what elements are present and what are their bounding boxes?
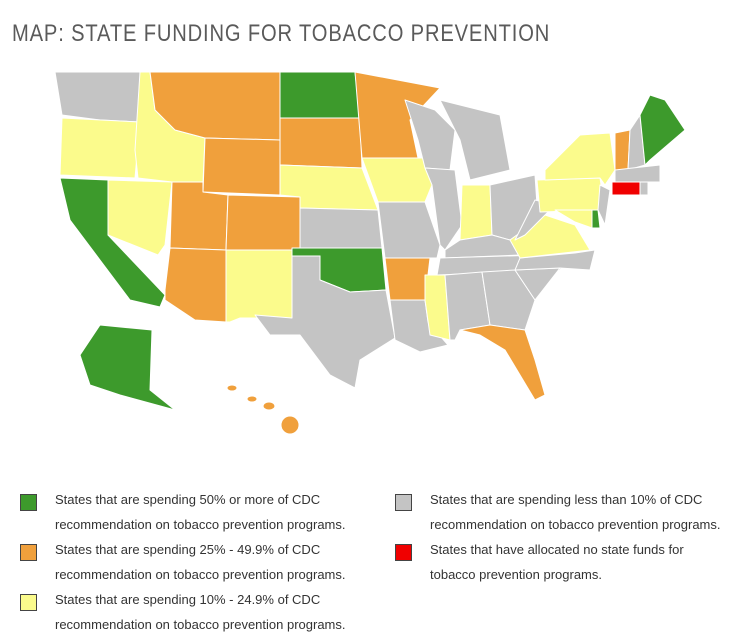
state-shape bbox=[54, 71, 141, 123]
state-shape bbox=[591, 209, 601, 229]
state-shape bbox=[614, 129, 631, 171]
legend-label: States that are spending 10% - 24.9% of … bbox=[55, 592, 346, 632]
state-shape bbox=[226, 384, 238, 392]
legend-label: States that are spending less than 10% o… bbox=[430, 492, 721, 532]
state-shape bbox=[225, 194, 301, 251]
state-shape bbox=[536, 177, 606, 213]
state-shape bbox=[279, 117, 363, 169]
state-shape bbox=[384, 257, 431, 301]
legend: States that are spending 50% or more of … bbox=[20, 490, 721, 633]
legend-item: States that have allocated no state fund… bbox=[395, 540, 725, 590]
state-shape bbox=[439, 99, 511, 181]
state-shape bbox=[225, 249, 293, 323]
legend-label: States that are spending 50% or more of … bbox=[55, 492, 346, 532]
state-shape bbox=[107, 179, 173, 256]
legend-swatch bbox=[395, 494, 412, 511]
state-shape bbox=[459, 184, 493, 241]
legend-swatch bbox=[395, 544, 412, 561]
legend-swatch bbox=[20, 544, 37, 561]
state-shape bbox=[639, 181, 649, 196]
state-shape bbox=[254, 255, 396, 389]
us-map bbox=[54, 71, 686, 435]
state-shape bbox=[59, 117, 141, 179]
state-shape bbox=[424, 274, 451, 341]
state-shape bbox=[280, 415, 300, 435]
legend-item: States that are spending 50% or more of … bbox=[20, 490, 395, 540]
state-shape bbox=[514, 249, 596, 271]
legend-swatch bbox=[20, 594, 37, 611]
legend-item: States that are spending 10% - 24.9% of … bbox=[20, 590, 395, 633]
state-shape bbox=[459, 324, 546, 401]
state-shape bbox=[639, 94, 686, 166]
state-shape bbox=[246, 395, 258, 403]
legend-item: States that are spending 25% - 49.9% of … bbox=[20, 540, 395, 590]
state-shape bbox=[611, 181, 641, 196]
state-shape bbox=[299, 207, 383, 249]
state-shape bbox=[597, 184, 611, 226]
state-shape bbox=[544, 132, 616, 186]
state-shape bbox=[262, 401, 276, 411]
state-shape bbox=[279, 71, 361, 119]
state-shape bbox=[361, 157, 433, 203]
state-shape bbox=[614, 164, 661, 183]
legend-label: States that have allocated no state fund… bbox=[430, 542, 684, 582]
map-title: MAP: STATE FUNDING FOR TOBACCO PREVENTIO… bbox=[12, 20, 551, 47]
state-shape bbox=[79, 324, 176, 411]
state-shape bbox=[377, 201, 441, 259]
state-shape bbox=[164, 247, 227, 323]
state-shape bbox=[202, 137, 281, 196]
legend-item: States that are spending less than 10% o… bbox=[395, 490, 725, 540]
legend-label: States that are spending 25% - 49.9% of … bbox=[55, 542, 346, 582]
state-shape bbox=[354, 71, 441, 159]
legend-swatch bbox=[20, 494, 37, 511]
state-shape bbox=[481, 269, 536, 331]
